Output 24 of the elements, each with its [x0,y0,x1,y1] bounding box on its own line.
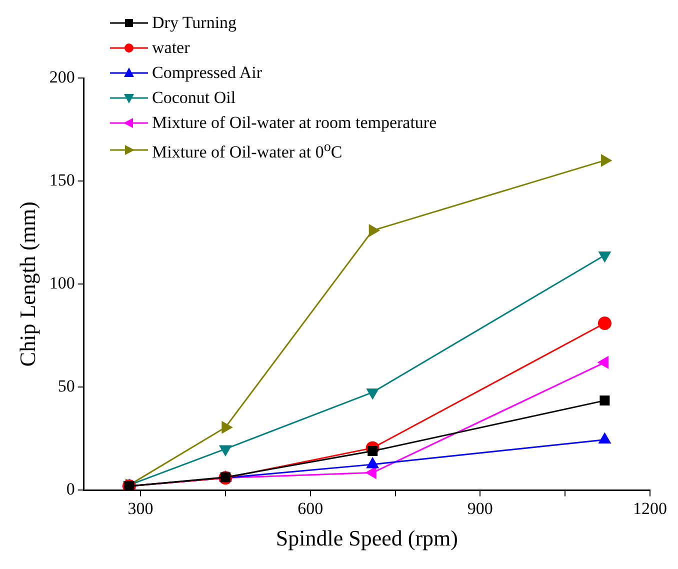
y-axis-title: Chip Length (mm) [14,202,40,367]
y-tick-label: 100 [49,274,75,293]
point [222,421,232,434]
legend-label: Mixture of Oil-water at 0$^{o}$C [152,138,342,164]
legend-label: Coconut Oil [152,87,236,109]
legend-label: Mixture of Oil-water at room temperature [152,112,437,134]
legend-label: water [152,37,190,59]
y-tick-label: 0 [66,480,75,499]
point [600,396,610,406]
x-axis-title: Spindle Speed (rpm) [276,526,458,551]
x-tick-label: 300 [128,498,154,518]
point [598,251,611,262]
legend-label: Compressed Air [152,62,262,84]
y-tick-label: 200 [49,67,75,86]
y-tick-label: 150 [49,170,75,190]
point [366,458,379,468]
x-tick-label: 1200 [633,498,667,518]
x-tick-label: 600 [298,498,324,518]
point [598,316,612,330]
x-tick-label: 900 [467,498,493,518]
legend-label: Dry Turning [152,12,237,34]
point [368,224,380,236]
point [600,154,612,166]
y-tick-label: 50 [58,376,75,396]
